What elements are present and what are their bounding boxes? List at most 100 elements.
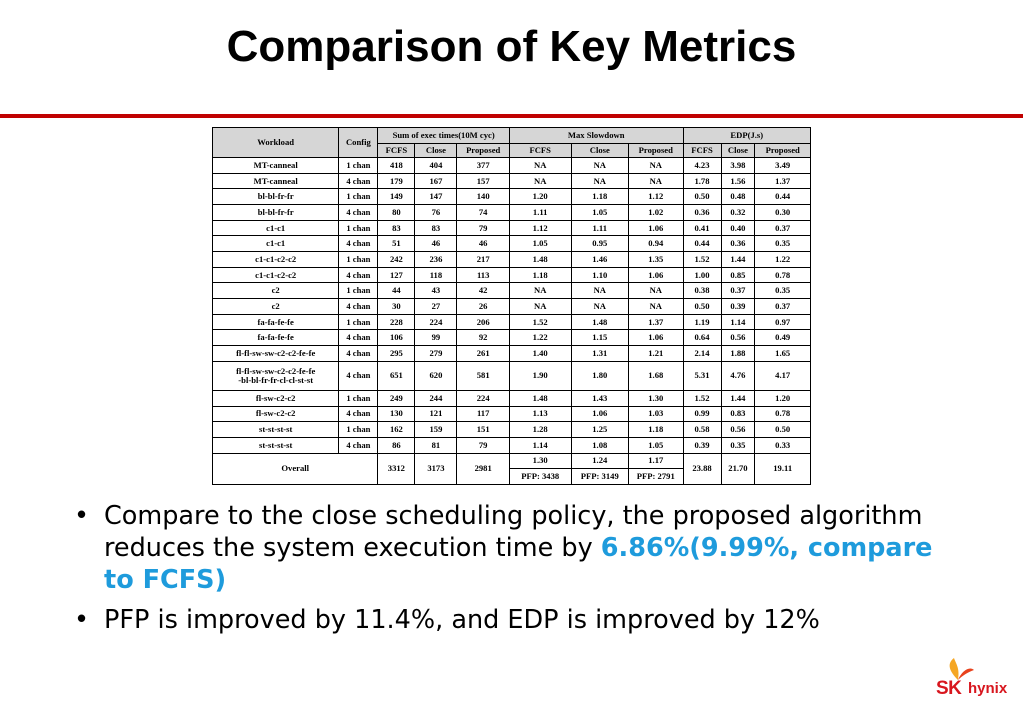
metric-cell: 1.13 (508, 405, 572, 423)
config-cell: 1 chan (338, 219, 379, 237)
metric-cell: 0.40 (720, 219, 756, 237)
metric-cell: 0.33 (754, 436, 811, 454)
metric-cell: 113 (456, 266, 510, 284)
metric-cell: 117 (456, 405, 510, 423)
metric-cell: 0.30 (754, 204, 811, 221)
table-row: st-st-st-st 1 chan 162 159 151 1.28 1.25 1.18 0.… (211, 421, 811, 438)
subheader-edp-proposed: Proposed (754, 143, 811, 158)
overall-pfp-cell: PFP: 3149 (570, 468, 630, 485)
metric-cell: 1.11 (508, 204, 572, 221)
metric-cell: 83 (377, 219, 416, 237)
metric-cell: 0.38 (682, 282, 722, 300)
metric-cell: 1.22 (754, 251, 811, 268)
header-exec-group: Sum of exec times(10M cyc) (377, 127, 510, 144)
metric-cell: 86 (377, 436, 416, 454)
metric-cell: NA (508, 157, 572, 174)
metric-cell: 0.50 (682, 298, 722, 315)
metric-cell: 79 (456, 219, 510, 237)
metric-cell: 404 (414, 157, 458, 174)
metric-cell: 118 (414, 266, 458, 284)
metric-cell: 224 (456, 389, 510, 407)
table-row: MT-canneal 1 chan 418 404 377 NA NA NA 4.23 3.98 3… (211, 157, 811, 174)
metric-cell: 2.14 (682, 345, 722, 362)
config-cell: 1 chan (338, 157, 379, 174)
metric-cell: 121 (414, 405, 458, 423)
bullet-marker: • (74, 605, 90, 635)
metric-cell: 1.11 (570, 219, 630, 237)
metric-cell: 42 (456, 282, 510, 300)
metric-cell: 0.35 (754, 282, 811, 300)
metric-cell: 106 (377, 329, 416, 347)
table-row: c1-c1-c2-c2 1 chan 242 236 217 1.48 1.46 1.35 1.… (211, 251, 811, 268)
metric-cell: NA (628, 298, 684, 315)
metric-cell: 1.80 (570, 360, 630, 391)
metric-cell: NA (628, 157, 684, 174)
bullet-list: • Compare to the close scheduling policy… (74, 500, 954, 636)
metric-cell: NA (570, 298, 630, 315)
config-cell: 1 chan (338, 188, 379, 206)
metric-cell: 0.50 (754, 421, 811, 438)
metric-cell: 1.10 (570, 266, 630, 284)
logo-brand: SK (936, 678, 962, 699)
config-cell: 4 chan (338, 405, 379, 423)
metric-cell: 217 (456, 251, 510, 268)
metric-cell: NA (508, 298, 572, 315)
table-row: fl-sw-c2-c2 1 chan 249 244 224 1.48 1.43 1.30 1.… (211, 389, 811, 407)
metric-cell: 0.58 (682, 421, 722, 438)
metric-cell: 1.20 (508, 188, 572, 206)
table-row: c1-c1 4 chan 51 46 46 1.05 0.95 0.94 0.44 0.36 0.3… (211, 235, 811, 253)
metric-cell: 1.18 (508, 266, 572, 284)
workload-cell: c1-c1-c2-c2 (211, 266, 340, 284)
workload-cell: st-st-st-st (211, 421, 340, 438)
metric-cell: 1.20 (754, 389, 811, 407)
workload-cell: fl-sw-c2-c2 (211, 389, 340, 407)
table-row: c2 4 chan 30 27 26 NA NA NA 0.50 0.39 0.37 (211, 298, 811, 315)
workload-cell: c1-c1 (211, 219, 340, 237)
metric-cell: 0.35 (754, 235, 811, 253)
metric-cell: 1.15 (570, 329, 630, 347)
workload-cell: c1-c1 (211, 235, 340, 253)
subheader-exec-fcfs: FCFS (377, 143, 416, 158)
metric-cell: 1.18 (628, 421, 684, 438)
metric-cell: 30 (377, 298, 416, 315)
metric-cell: 1.14 (508, 436, 572, 454)
metric-cell: 1.35 (628, 251, 684, 268)
metric-cell: 249 (377, 389, 416, 407)
metric-cell: 0.36 (720, 235, 756, 253)
metric-cell: NA (628, 172, 684, 190)
metric-cell: 1.48 (508, 251, 572, 268)
metric-cell: 162 (377, 421, 416, 438)
metric-cell: 1.14 (720, 313, 756, 331)
metric-cell: NA (570, 282, 630, 300)
overall-edp-cell: 19.11 (754, 452, 811, 486)
metric-cell: 0.64 (682, 329, 722, 347)
overall-slowdown-cell: 1.24 (570, 452, 630, 470)
metric-cell: 295 (377, 345, 416, 362)
metric-cell: 1.48 (570, 313, 630, 331)
metric-cell: NA (628, 282, 684, 300)
config-cell: 1 chan (338, 282, 379, 300)
table-row: bl-bl-fr-fr 1 chan 149 147 140 1.20 1.18 1.12 0.… (211, 188, 811, 206)
config-cell: 4 chan (338, 329, 379, 347)
metric-cell: 0.50 (682, 188, 722, 206)
metric-cell: 0.37 (754, 298, 811, 315)
metric-cell: 0.44 (682, 235, 722, 253)
table-row: c1-c1-c2-c2 4 chan 127 118 113 1.18 1.10 1.06 1.… (211, 266, 811, 284)
metric-cell: 1.06 (628, 219, 684, 237)
metric-cell: 1.25 (570, 421, 630, 438)
overall-pfp-row: PFP: 3438 PFP: 3149 PFP: 2791 (213, 468, 811, 485)
config-cell: 1 chan (338, 313, 379, 331)
metric-cell: 244 (414, 389, 458, 407)
metric-cell: 99 (414, 329, 458, 347)
metric-cell: NA (508, 172, 572, 190)
table-row: st-st-st-st 4 chan 86 81 79 1.14 1.08 1.05 0.39 0… (211, 436, 811, 454)
config-cell: 4 chan (338, 298, 379, 315)
metric-cell: 0.83 (720, 405, 756, 423)
metric-cell: 1.22 (508, 329, 572, 347)
title-divider (0, 114, 1023, 118)
metric-cell: 140 (456, 188, 510, 206)
sk-hynix-logo: SK hynix (932, 656, 1018, 704)
metric-cell: 228 (377, 313, 416, 331)
metric-cell: 0.37 (720, 282, 756, 300)
config-cell: 1 chan (338, 421, 379, 438)
